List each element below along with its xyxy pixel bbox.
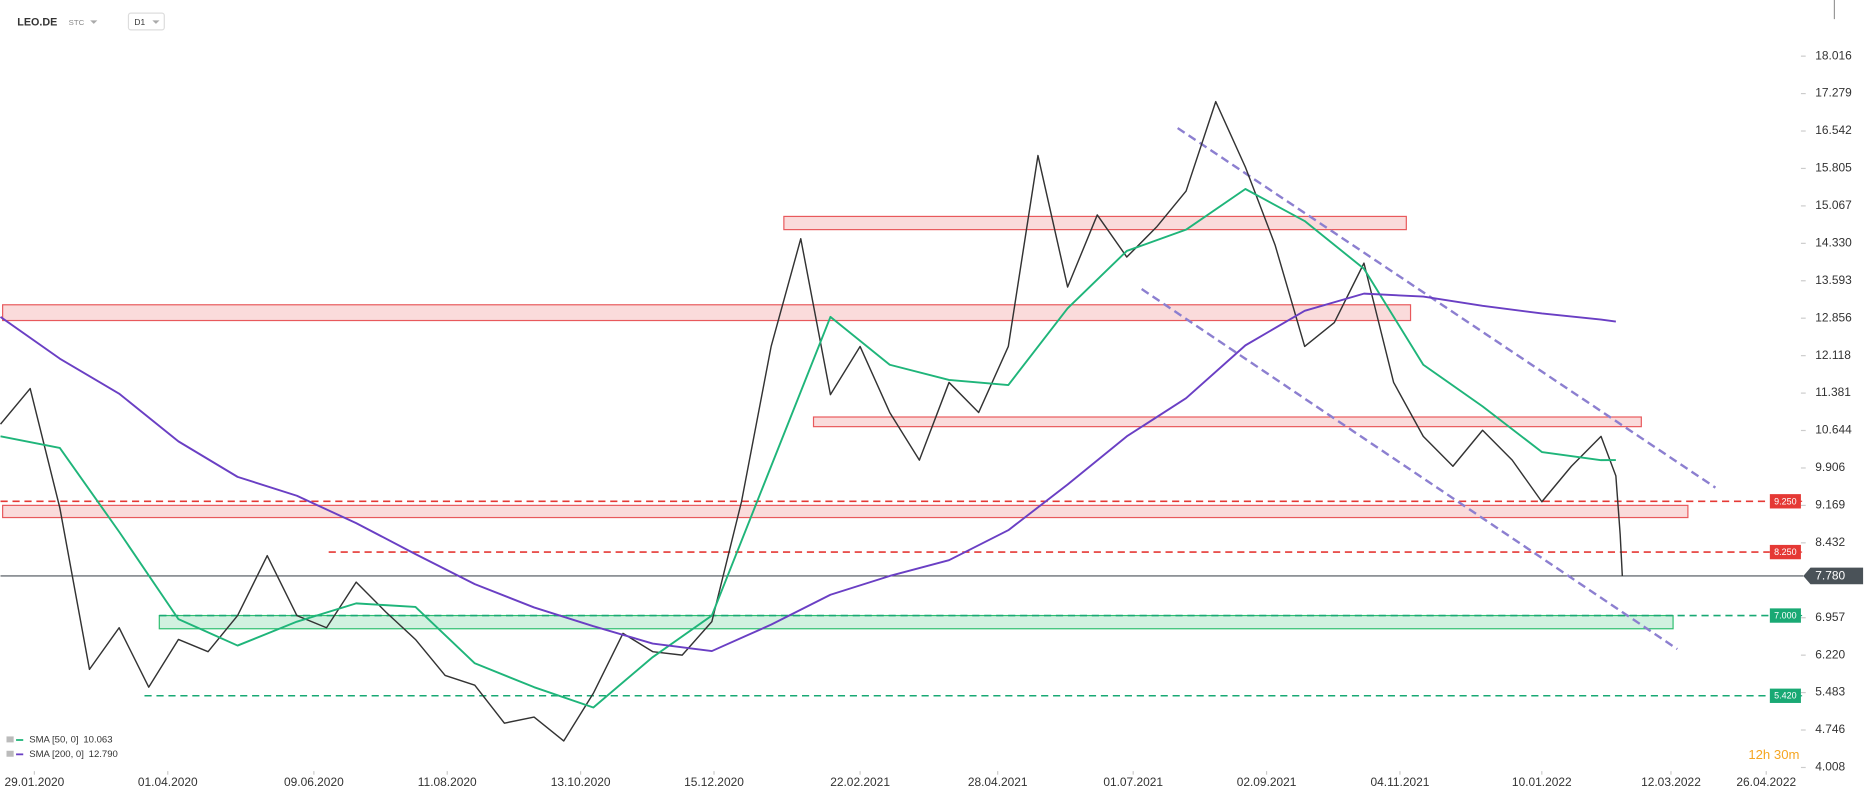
y-tick-label: 13.593 (1815, 273, 1852, 287)
y-tick-label: 15.805 (1815, 161, 1852, 175)
level-tag (1769, 688, 1801, 703)
level-label: 9.250 (1774, 496, 1796, 506)
y-tick-label: 11.381 (1815, 385, 1851, 399)
x-tick-label: 02.09.2021 (1237, 775, 1297, 789)
symbol: LEO.DE (17, 17, 57, 29)
y-tick-label: 4.008 (1815, 760, 1845, 774)
y-tick-label: 6.220 (1815, 647, 1845, 661)
y-tick-label: 14.330 (1815, 235, 1852, 249)
legend: SMA [50, 0] 10.063 SMA [200, 0] 12.790 (6, 735, 118, 760)
countdown: 12h 30m (1748, 747, 1799, 762)
y-tick-label: 9.169 (1815, 498, 1845, 512)
x-tick-label: 26.04.2022 (1736, 775, 1796, 789)
trendline (1141, 288, 1678, 651)
interval-box[interactable] (127, 12, 165, 31)
legend-name: SMA [50, 0] (29, 735, 78, 746)
zone (158, 614, 1674, 630)
y-tick-label: 5.483 (1815, 685, 1845, 699)
y-tick-label: 17.279 (1815, 86, 1852, 100)
y-tick-label: 6.957 (1815, 610, 1845, 624)
legend-name: SMA [200, 0] (29, 749, 84, 760)
x-tick-label: 12.03.2022 (1641, 775, 1701, 789)
y-tick-label: 15.067 (1815, 198, 1852, 212)
y-tick-label: 4.746 (1815, 722, 1845, 736)
zone (2, 504, 1689, 519)
y-tick-label: 12.118 (1815, 348, 1851, 362)
x-tick-label: 01.04.2020 (138, 775, 198, 789)
x-tick-label: 15.12.2020 (684, 775, 744, 789)
series-line (0, 292, 1616, 653)
y-tick-label: 10.644 (1815, 423, 1852, 437)
y-tick-label: 18.016 (1815, 48, 1852, 62)
interval[interactable]: D1 (134, 17, 145, 27)
zone (812, 416, 1642, 428)
last-price-label: 7.780 (1815, 569, 1845, 583)
x-tick-label: 09.06.2020 (284, 775, 344, 789)
x-tick-label: 11.08.2020 (418, 775, 477, 789)
legend-value: 12.790 (89, 749, 118, 760)
level-tag (1769, 494, 1801, 509)
x-tick-label: 22.02.2021 (830, 775, 890, 789)
trendline (1176, 127, 1717, 489)
level-tag (1769, 544, 1801, 560)
last-price-tag (1803, 567, 1864, 585)
level-label: 7.000 (1774, 611, 1796, 621)
dropdown-arrow[interactable] (152, 20, 160, 24)
legend-icon[interactable] (6, 736, 14, 743)
y-tick-label: 9.906 (1815, 460, 1845, 474)
y-tick-label: 12.856 (1815, 310, 1852, 324)
level-label: 8.250 (1774, 547, 1796, 557)
zone (783, 215, 1407, 231)
x-tick-label: 01.07.2021 (1103, 775, 1163, 789)
zone (2, 304, 1412, 322)
instrument-type[interactable]: STC (69, 18, 85, 27)
x-tick-label: 04.11.2021 (1371, 775, 1430, 789)
series-line (0, 188, 1616, 709)
y-tick-label: 8.432 (1815, 535, 1845, 549)
x-tick-label: 13.10.2020 (551, 775, 611, 789)
dropdown-arrow[interactable] (90, 20, 98, 24)
level-label: 5.420 (1774, 691, 1796, 701)
x-tick-label: 28.04.2021 (968, 775, 1028, 789)
series-line (0, 100, 1624, 742)
y-tick-label: 16.542 (1815, 123, 1852, 137)
x-tick-label: 10.01.2022 (1512, 775, 1572, 789)
legend-value: 10.063 (83, 735, 112, 746)
legend-icon[interactable] (6, 750, 14, 757)
x-tick-label: 29.01.2020 (5, 775, 65, 789)
level-tag (1769, 608, 1801, 623)
